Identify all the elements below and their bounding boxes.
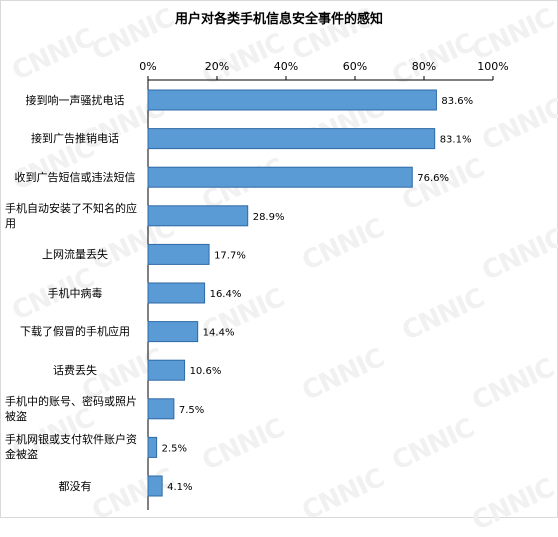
- category-label: 收到广告短信或违法短信: [0, 158, 150, 196]
- bar: [147, 321, 199, 343]
- data-label: 83.1%: [440, 135, 472, 146]
- category-label-text: 话费丢失: [53, 363, 97, 377]
- bar: [147, 475, 163, 497]
- data-label: 4.1%: [167, 482, 192, 493]
- category-label: 上网流量丢失: [0, 235, 150, 273]
- bar: [147, 205, 249, 227]
- category-label: 话费丢失: [0, 351, 150, 389]
- data-label: 83.6%: [441, 96, 473, 107]
- bar: [147, 166, 413, 188]
- bar: [147, 436, 158, 458]
- category-label-text: 手机中的账号、密码或照片被盗: [5, 394, 137, 423]
- chart-title: 用户对各类手机信息安全事件的感知: [174, 12, 383, 27]
- data-label: 17.7%: [214, 250, 246, 261]
- category-label-text: 手机网银或支付软件账户资金被盗: [5, 433, 137, 462]
- category-label: 下载了假冒的手机应用: [0, 313, 150, 351]
- data-label: 76.6%: [417, 173, 449, 184]
- category-label: 手机网银或支付软件账户资金被盗: [0, 428, 150, 466]
- category-label-text: 手机中病毒: [47, 286, 103, 300]
- x-tick-label: 20%: [205, 60, 229, 73]
- bar: [147, 128, 436, 150]
- data-label: 10.6%: [190, 366, 222, 377]
- bar: [147, 243, 210, 265]
- x-tick-label: 100%: [477, 60, 508, 73]
- category-label-text: 都没有: [58, 479, 92, 493]
- bar: [147, 89, 437, 111]
- data-label: 28.9%: [253, 212, 285, 223]
- category-label: 接到广告推销电话: [0, 120, 150, 158]
- x-tick-label: 40%: [274, 60, 298, 73]
- data-label: 2.5%: [162, 443, 187, 454]
- x-tick-label: 60%: [343, 60, 367, 73]
- data-label: 14.4%: [203, 328, 235, 339]
- category-label-text: 下载了假冒的手机应用: [20, 325, 130, 339]
- category-label-text: 接到广告推销电话: [31, 132, 119, 146]
- category-label: 都没有: [0, 467, 150, 505]
- x-tick-label: 80%: [412, 60, 436, 73]
- category-label: 手机中病毒: [0, 274, 150, 312]
- category-label-text: 手机自动安装了不知名的应用: [5, 201, 137, 230]
- category-label: 手机中的账号、密码或照片被盗: [0, 390, 150, 428]
- bar: [147, 282, 206, 304]
- bar: [147, 398, 175, 420]
- category-label-text: 上网流量丢失: [42, 247, 108, 261]
- x-tick-label: 0%: [139, 60, 156, 73]
- category-label-text: 接到响一声骚扰电话: [25, 93, 125, 107]
- category-label: 接到响一声骚扰电话: [0, 81, 150, 119]
- data-label: 16.4%: [210, 289, 242, 300]
- bar-chart: 0% 20% 40% 60% 80% 100% 83.6% 83.1% 76.6% 28.9% 17…: [139, 60, 509, 510]
- data-label: 7.5%: [179, 405, 204, 416]
- category-label-text: 收到广告短信或违法短信: [14, 170, 136, 184]
- bar: [147, 359, 186, 381]
- category-label: 手机自动安装了不知名的应用: [0, 197, 150, 235]
